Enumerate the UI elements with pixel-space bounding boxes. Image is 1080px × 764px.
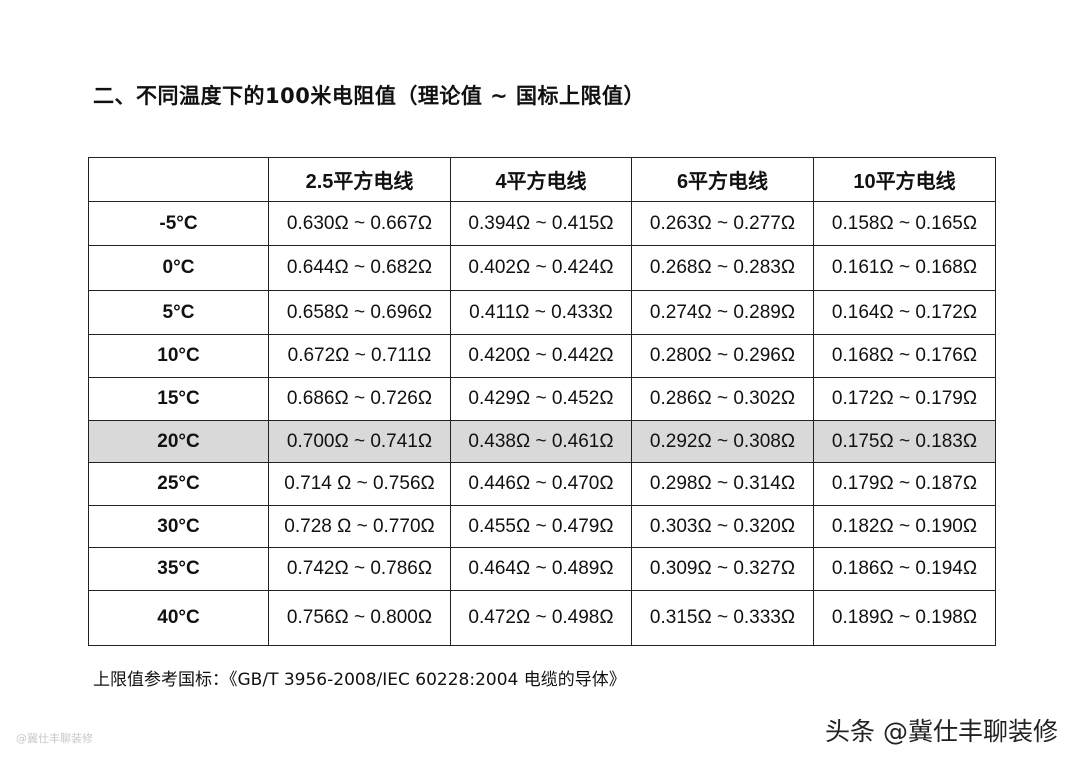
temperature-cell: -5°C [88, 201, 269, 246]
table-row: 10°C 0.672Ω ~ 0.711Ω 0.420Ω ~ 0.442Ω 0.280Ω… [88, 334, 996, 378]
table-row: 25°C 0.714 Ω ~ 0.756Ω 0.446Ω ~ 0.470Ω 0.298… [88, 462, 996, 506]
table-header-row: 2.5平方电线 4平方电线 6平方电线 10平方电线 [88, 157, 996, 202]
temperature-cell: 25°C [88, 462, 269, 506]
resistance-table: 2.5平方电线 4平方电线 6平方电线 10平方电线 -5°C 0.630Ω ~ … [88, 157, 996, 646]
temperature-cell: 10°C [88, 334, 269, 378]
resistance-cell: 0.280Ω ~ 0.296Ω [631, 334, 814, 378]
resistance-cell: 0.164Ω ~ 0.172Ω [813, 290, 996, 335]
temperature-cell: 15°C [88, 377, 269, 421]
table-row: 5°C 0.658Ω ~ 0.696Ω 0.411Ω ~ 0.433Ω 0.274Ω … [88, 290, 996, 335]
table-row: -5°C 0.630Ω ~ 0.667Ω 0.394Ω ~ 0.415Ω 0.263Ω… [88, 201, 996, 246]
resistance-cell: 0.161Ω ~ 0.168Ω [813, 245, 996, 291]
standard-reference-note: 上限值参考国标：《GB/T 3956-2008/IEC 60228:2004 电… [93, 670, 626, 690]
header-cell: 2.5平方电线 [268, 157, 451, 202]
resistance-cell: 0.168Ω ~ 0.176Ω [813, 334, 996, 378]
temperature-cell: 35°C [88, 547, 269, 591]
resistance-cell: 0.315Ω ~ 0.333Ω [631, 590, 814, 646]
resistance-cell: 0.274Ω ~ 0.289Ω [631, 290, 814, 335]
resistance-cell: 0.464Ω ~ 0.489Ω [450, 547, 632, 591]
resistance-cell: 0.455Ω ~ 0.479Ω [450, 505, 632, 548]
resistance-cell: 0.420Ω ~ 0.442Ω [450, 334, 632, 378]
resistance-cell: 0.429Ω ~ 0.452Ω [450, 377, 632, 421]
watermark-left: @冀仕丰聊装修 [16, 732, 93, 745]
resistance-cell: 0.179Ω ~ 0.187Ω [813, 462, 996, 506]
resistance-cell: 0.742Ω ~ 0.786Ω [268, 547, 451, 591]
resistance-cell: 0.175Ω ~ 0.183Ω [813, 420, 996, 463]
resistance-cell: 0.186Ω ~ 0.194Ω [813, 547, 996, 591]
resistance-cell: 0.411Ω ~ 0.433Ω [450, 290, 632, 335]
table-row: 40°C 0.756Ω ~ 0.800Ω 0.472Ω ~ 0.498Ω 0.315Ω… [88, 590, 996, 646]
section-title: 二、不同温度下的100米电阻值（理论值 ~ 国标上限值） [93, 84, 646, 108]
resistance-cell: 0.644Ω ~ 0.682Ω [268, 245, 451, 291]
header-cell: 4平方电线 [450, 157, 632, 202]
resistance-cell: 0.686Ω ~ 0.726Ω [268, 377, 451, 421]
resistance-cell: 0.672Ω ~ 0.711Ω [268, 334, 451, 378]
resistance-cell: 0.472Ω ~ 0.498Ω [450, 590, 632, 646]
resistance-cell: 0.394Ω ~ 0.415Ω [450, 201, 632, 246]
table-row: 20°C 0.700Ω ~ 0.741Ω 0.438Ω ~ 0.461Ω 0.292Ω… [88, 420, 996, 463]
resistance-cell: 0.714 Ω ~ 0.756Ω [268, 462, 451, 506]
resistance-cell: 0.182Ω ~ 0.190Ω [813, 505, 996, 548]
resistance-cell: 0.700Ω ~ 0.741Ω [268, 420, 451, 463]
resistance-cell: 0.292Ω ~ 0.308Ω [631, 420, 814, 463]
resistance-cell: 0.303Ω ~ 0.320Ω [631, 505, 814, 548]
resistance-cell: 0.172Ω ~ 0.179Ω [813, 377, 996, 421]
resistance-cell: 0.158Ω ~ 0.165Ω [813, 201, 996, 246]
table-row: 0°C 0.644Ω ~ 0.682Ω 0.402Ω ~ 0.424Ω 0.268Ω … [88, 245, 996, 291]
resistance-cell: 0.658Ω ~ 0.696Ω [268, 290, 451, 335]
table-row: 35°C 0.742Ω ~ 0.786Ω 0.464Ω ~ 0.489Ω 0.309Ω… [88, 547, 996, 591]
resistance-cell: 0.309Ω ~ 0.327Ω [631, 547, 814, 591]
resistance-cell: 0.286Ω ~ 0.302Ω [631, 377, 814, 421]
temperature-cell: 0°C [88, 245, 269, 291]
resistance-cell: 0.630Ω ~ 0.667Ω [268, 201, 451, 246]
watermark-right: 头条 @冀仕丰聊装修 [825, 717, 1058, 746]
resistance-cell: 0.298Ω ~ 0.314Ω [631, 462, 814, 506]
resistance-cell: 0.268Ω ~ 0.283Ω [631, 245, 814, 291]
temperature-cell: 40°C [88, 590, 269, 646]
temperature-cell: 5°C [88, 290, 269, 335]
temperature-cell: 20°C [88, 420, 269, 463]
table-row: 30°C 0.728 Ω ~ 0.770Ω 0.455Ω ~ 0.479Ω 0.303… [88, 505, 996, 548]
resistance-cell: 0.446Ω ~ 0.470Ω [450, 462, 632, 506]
resistance-cell: 0.728 Ω ~ 0.770Ω [268, 505, 451, 548]
resistance-cell: 0.438Ω ~ 0.461Ω [450, 420, 632, 463]
header-cell: 6平方电线 [631, 157, 814, 202]
table-row: 15°C 0.686Ω ~ 0.726Ω 0.429Ω ~ 0.452Ω 0.286Ω… [88, 377, 996, 421]
resistance-cell: 0.402Ω ~ 0.424Ω [450, 245, 632, 291]
resistance-cell: 0.263Ω ~ 0.277Ω [631, 201, 814, 246]
resistance-cell: 0.756Ω ~ 0.800Ω [268, 590, 451, 646]
header-cell: 10平方电线 [813, 157, 996, 202]
header-cell [88, 157, 269, 202]
resistance-cell: 0.189Ω ~ 0.198Ω [813, 590, 996, 646]
temperature-cell: 30°C [88, 505, 269, 548]
